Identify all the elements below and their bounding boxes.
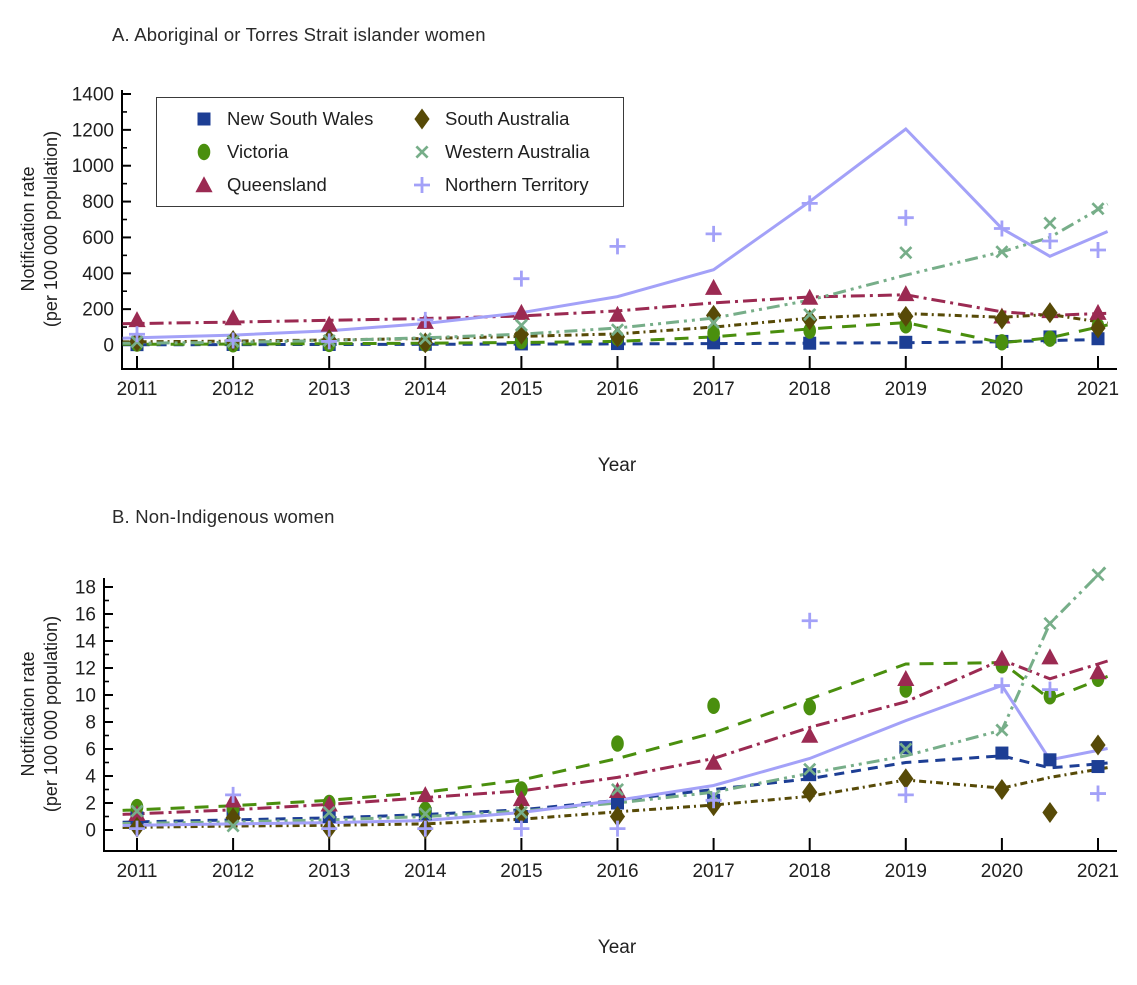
legend-item-western-australia: Western Australia [405,135,623,168]
plus-icon [414,177,430,194]
panel-a-y-axis-label: Notification rate (per 100 000 populatio… [17,49,63,409]
x-tick-label: 2013 [308,379,350,400]
y-tick-label: 10 [75,686,96,707]
x-tick-label: 2016 [596,861,638,882]
x-tick-label: 2019 [885,379,927,400]
legend-item-victoria: Victoria [157,135,405,168]
y-axis-label-line1: Notification rate [18,166,38,292]
legend-label: Northern Territory [445,174,589,196]
legend-label: Western Australia [445,140,590,162]
y-tick-label: 16 [75,605,96,626]
markers-northern-territory [129,195,1106,350]
x-tick-label: 2018 [789,379,831,400]
y-tick-label: 0 [103,336,114,357]
legend-label: New South Wales [227,107,374,129]
legend-item-queensland: Queensland [157,169,405,202]
legend-item-northern-territory: Northern Territory [405,169,623,202]
legend-item-south-australia: South Australia [405,102,623,135]
x-tick-label: 2012 [212,379,254,400]
y-tick-label: 12 [75,659,96,680]
axes [121,90,1117,370]
x-icon [415,145,429,159]
x-tick-label: 2014 [404,379,447,400]
trend-line-victoria [122,661,1109,812]
panel-b-y-axis-label: Notification rate (per 100 000 populatio… [17,534,63,894]
x-tick-label: 2015 [500,861,542,882]
y-axis-label-line2: (per 100 000 population) [41,615,61,813]
x-tick-label: 2020 [981,379,1023,400]
circle-icon [197,143,211,161]
y-tick-label: 1200 [72,120,114,141]
trend-line-queensland [122,658,1109,816]
trend-line-south-australia [122,766,1108,829]
legend-item-new-south-wales: New South Wales [157,102,405,135]
panel-a-x-axis-label: Year [597,455,637,476]
y-tick-label: 400 [82,264,114,285]
y-tick-label: 14 [75,632,97,653]
trend-line-victoria [122,321,1108,346]
trend-line-northern-territory [122,683,1108,827]
y-tick-label: 800 [82,192,114,213]
x-tick-label: 2021 [1077,379,1119,400]
panel-b-title: B. Non-Indigenous women [112,506,335,527]
y-axis-ticks: 0 200 400 600 800 1000 1200 1400 [72,85,131,357]
square-icon [197,112,211,126]
x-tick-label: 2014 [404,861,447,882]
x-axis-ticks: 2011 2012 2013 2014 2015 2016 2017 2018 2019 2020… [117,356,1119,400]
y-axis-label-line1: Notification rate [18,651,38,777]
x-tick-label: 2017 [692,861,734,882]
markers-western-australia [130,202,1105,349]
y-tick-label: 2 [85,794,96,815]
x-tick-label: 2020 [981,861,1023,882]
y-axis-label-line2: (per 100 000 population) [41,130,61,328]
y-tick-label: 1000 [72,156,114,177]
markers-northern-territory [129,612,1106,837]
panel-b-x-axis-label: Year [597,937,637,958]
y-tick-label: 6 [85,740,96,761]
trend-line-new-south-wales [122,754,1108,824]
x-tick-label: 2013 [308,861,350,882]
x-tick-label: 2015 [500,379,542,400]
legend: New South Wales Victoria Queensland South A… [156,97,624,207]
y-tick-label: 4 [85,767,96,788]
trend-line-western-australia [122,202,1109,345]
markers-queensland [128,648,1107,821]
legend-label: Queensland [227,174,327,196]
y-tick-label: 600 [82,228,114,249]
legend-label: South Australia [445,107,570,129]
y-axis-ticks: 0 2 4 6 8 10 12 14 16 18 [75,578,113,842]
x-tick-label: 2017 [692,379,734,400]
x-tick-label: 2018 [789,861,831,882]
x-axis-ticks: 2011 2012 2013 2014 2015 2016 2017 2018 2019 2020… [117,838,1119,882]
triangle-icon [195,176,213,193]
x-tick-label: 2019 [885,861,927,882]
x-tick-label: 2021 [1077,861,1119,882]
legend-label: Victoria [227,140,289,162]
axes [103,578,1117,852]
x-tick-label: 2012 [212,861,254,882]
y-tick-label: 18 [75,578,96,599]
diamond-icon [414,108,430,130]
y-tick-label: 1400 [72,85,114,106]
x-tick-label: 2011 [117,379,158,400]
y-tick-label: 200 [82,300,114,321]
y-tick-label: 0 [85,821,96,842]
panel-a-title: A. Aboriginal or Torres Strait islander … [112,24,486,45]
trend-line-south-australia [122,312,1108,344]
y-tick-label: 8 [85,713,96,734]
x-tick-label: 2011 [117,861,158,882]
x-tick-label: 2016 [596,379,638,400]
trend-line-northern-territory [122,127,1109,340]
